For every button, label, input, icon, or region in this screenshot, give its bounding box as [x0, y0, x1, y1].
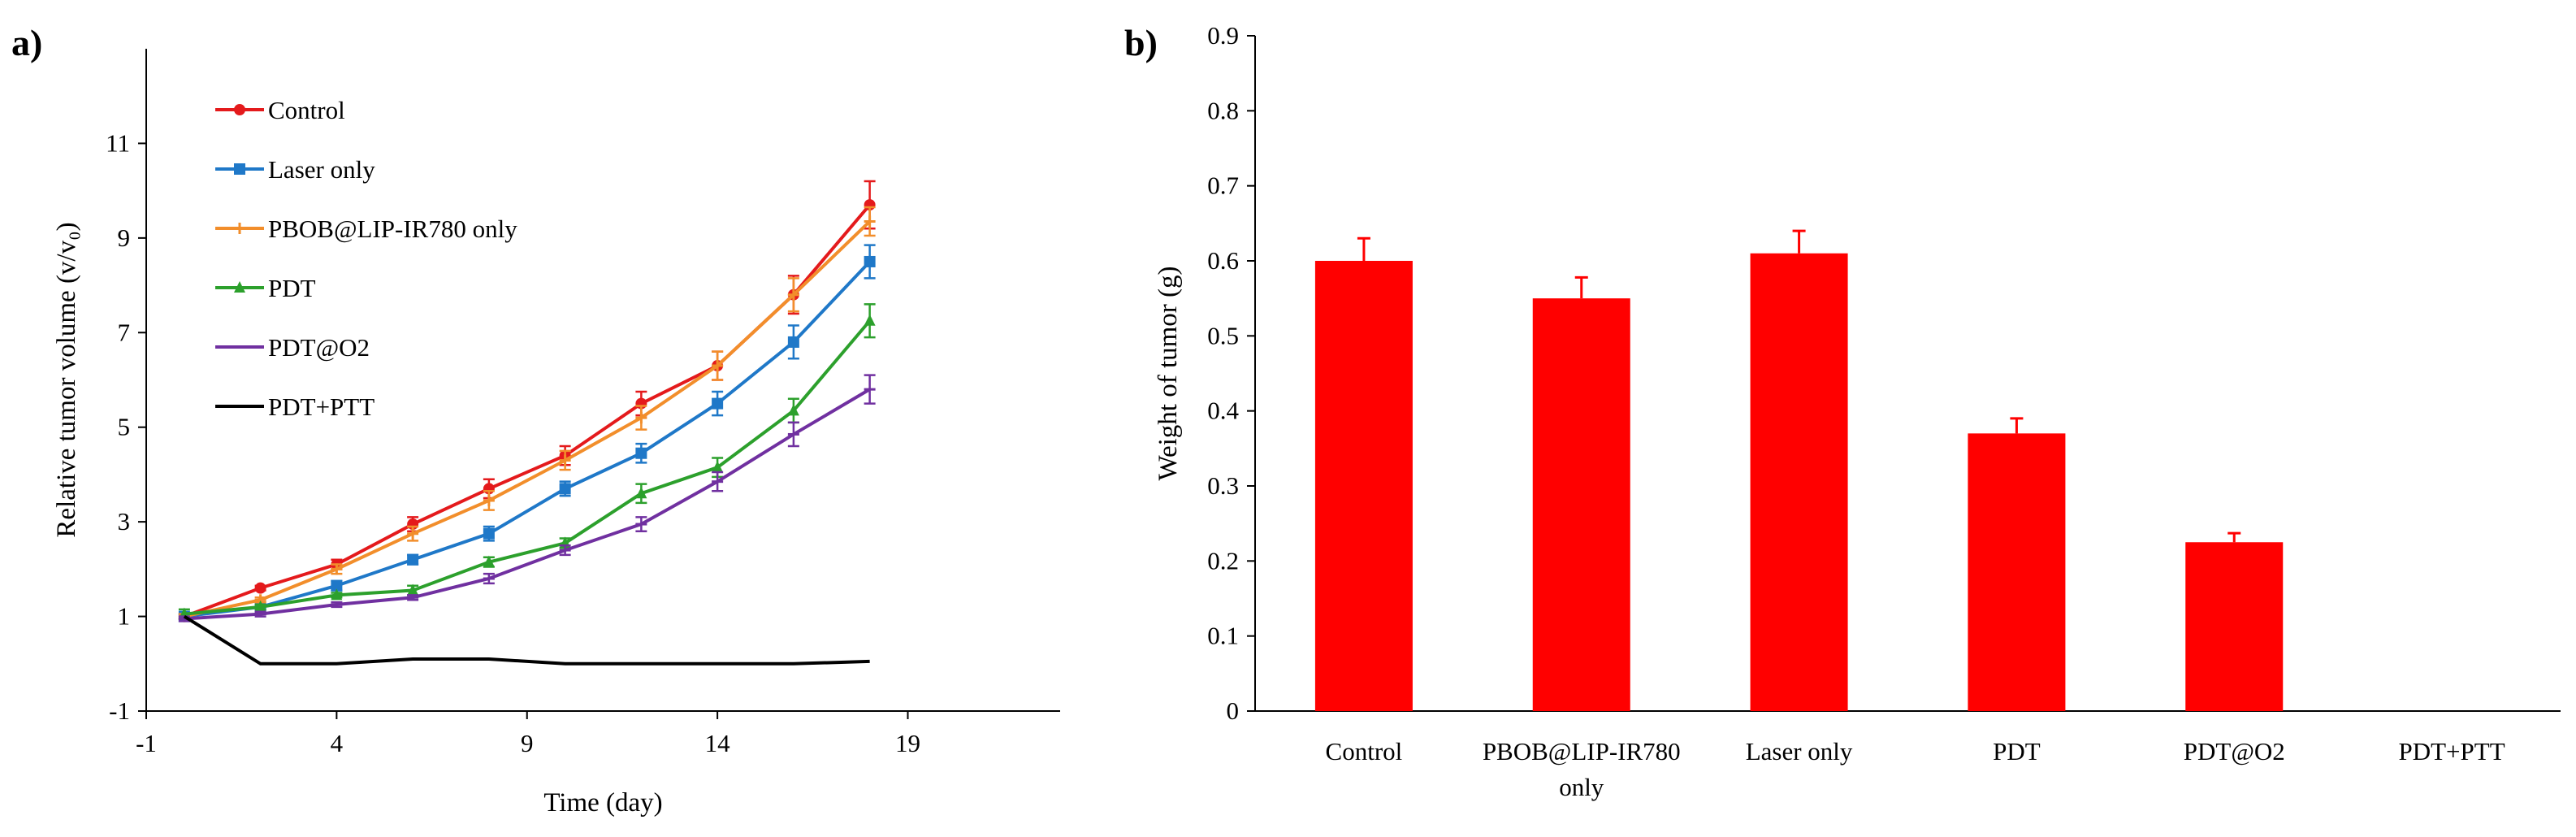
legend-label: Laser only	[268, 155, 375, 184]
y-tick-label: 0.4	[1207, 397, 1239, 425]
legend: Control Laser only PBOB@LIP-IR780 only PDT P…	[215, 96, 517, 421]
y-tick-label: 7	[118, 318, 131, 346]
bar	[2185, 542, 2284, 711]
x-tick-label: 4	[331, 729, 344, 757]
data-point	[559, 483, 571, 495]
y-axis-label: Relative tumor volume (v/v₀)	[52, 222, 81, 537]
category-label: PDT@O2	[2184, 737, 2285, 765]
series-pdt	[178, 303, 876, 620]
data-point	[483, 527, 495, 540]
data-point	[787, 288, 799, 301]
data-point	[864, 314, 876, 326]
data-point	[787, 336, 799, 348]
panel-a-label: a)	[11, 22, 42, 63]
data-point	[483, 555, 495, 567]
y-tick-label: 0.2	[1207, 546, 1239, 575]
category-label: Laser only	[1746, 737, 1853, 765]
data-point	[331, 588, 343, 601]
data-point	[787, 404, 799, 416]
error-bar	[1792, 229, 1806, 254]
data-point	[331, 579, 343, 592]
data-point	[483, 494, 495, 506]
y-tick-label: -1	[109, 696, 130, 725]
y-tick-label: 9	[118, 223, 131, 252]
y-axis-label: Weight of tumor (g)	[1154, 266, 1183, 480]
data-point	[407, 553, 419, 566]
series-pbob-lip-ir780-only	[178, 206, 876, 622]
x-tick-label: 9	[521, 729, 534, 757]
x-tick-label: 14	[705, 729, 731, 757]
legend-label: PDT@O2	[268, 333, 370, 362]
y-tick-label: 11	[106, 128, 130, 157]
data-point	[254, 582, 266, 594]
legend-marker	[234, 281, 245, 293]
bar-chart-tumor-weight: 0 0.1 0.2 0.3 0.4 0.5 0.6 0.7 0.8 0.9 Weight of tu…	[1154, 21, 2561, 801]
category-label: PBOB@LIP-IR780	[1483, 737, 1681, 765]
legend-label: PDT+PTT	[268, 392, 374, 421]
y-tick-label: 0	[1227, 696, 1240, 725]
data-point	[407, 527, 419, 540]
category-label: only	[1559, 773, 1604, 801]
panel-b-label: b)	[1124, 22, 1158, 63]
legend-marker	[234, 163, 245, 175]
category-label: Control	[1326, 737, 1403, 765]
data-point	[635, 412, 647, 424]
y-tick-label: 3	[118, 507, 131, 536]
series-line	[184, 260, 872, 618]
y-tick-label: 0.8	[1207, 96, 1239, 124]
bar	[1532, 298, 1630, 711]
y-tick-label: 1	[118, 602, 131, 631]
error-bar	[1357, 236, 1370, 261]
error-bar	[1574, 275, 1588, 299]
data-point	[635, 487, 647, 499]
x-tick-label: -1	[136, 729, 157, 757]
bar	[1750, 253, 1848, 711]
y-tick-label: 0.6	[1207, 246, 1239, 275]
series-line	[183, 614, 870, 666]
y-tick-label: 5	[118, 413, 131, 441]
data-point	[407, 583, 419, 596]
data-point	[712, 360, 724, 372]
series-pdt-o2	[178, 374, 876, 622]
data-point	[635, 447, 647, 459]
bar	[1314, 261, 1413, 711]
y-tick-label: 0.5	[1207, 321, 1239, 349]
legend-marker	[234, 104, 245, 115]
data-point	[254, 600, 266, 612]
data-point	[559, 454, 571, 466]
series-pdt-ptt	[183, 614, 870, 666]
y-tick-label: 0.3	[1207, 471, 1239, 500]
series-line	[184, 319, 872, 616]
bar	[1968, 433, 2066, 711]
series-line	[184, 220, 872, 618]
y-tick-label: 0.7	[1207, 171, 1239, 200]
legend-marker	[234, 223, 245, 234]
y-tick-label: 0.1	[1207, 622, 1239, 650]
data-point	[864, 255, 876, 267]
series-line	[184, 388, 871, 621]
line-chart-relative-tumor-volume: -1 1 3 5 7 9 11 -1 4 9 14 19 Time (day) Relative tumo…	[52, 49, 1060, 817]
legend-label: PBOB@LIP-IR780 only	[268, 215, 517, 243]
data-point	[331, 563, 343, 575]
category-label: PDT+PTT	[2398, 737, 2505, 765]
y-tick-label: 0.9	[1207, 21, 1239, 50]
legend-label: PDT	[268, 274, 316, 302]
data-point	[712, 397, 724, 410]
x-axis-label: Time (day)	[543, 788, 662, 817]
error-bar	[2227, 531, 2241, 543]
error-bar	[2010, 417, 2024, 434]
data-point	[712, 461, 724, 473]
category-label: PDT	[1993, 737, 2041, 765]
legend-label: Control	[268, 96, 345, 124]
data-point	[864, 215, 876, 228]
x-tick-label: 19	[895, 729, 920, 757]
